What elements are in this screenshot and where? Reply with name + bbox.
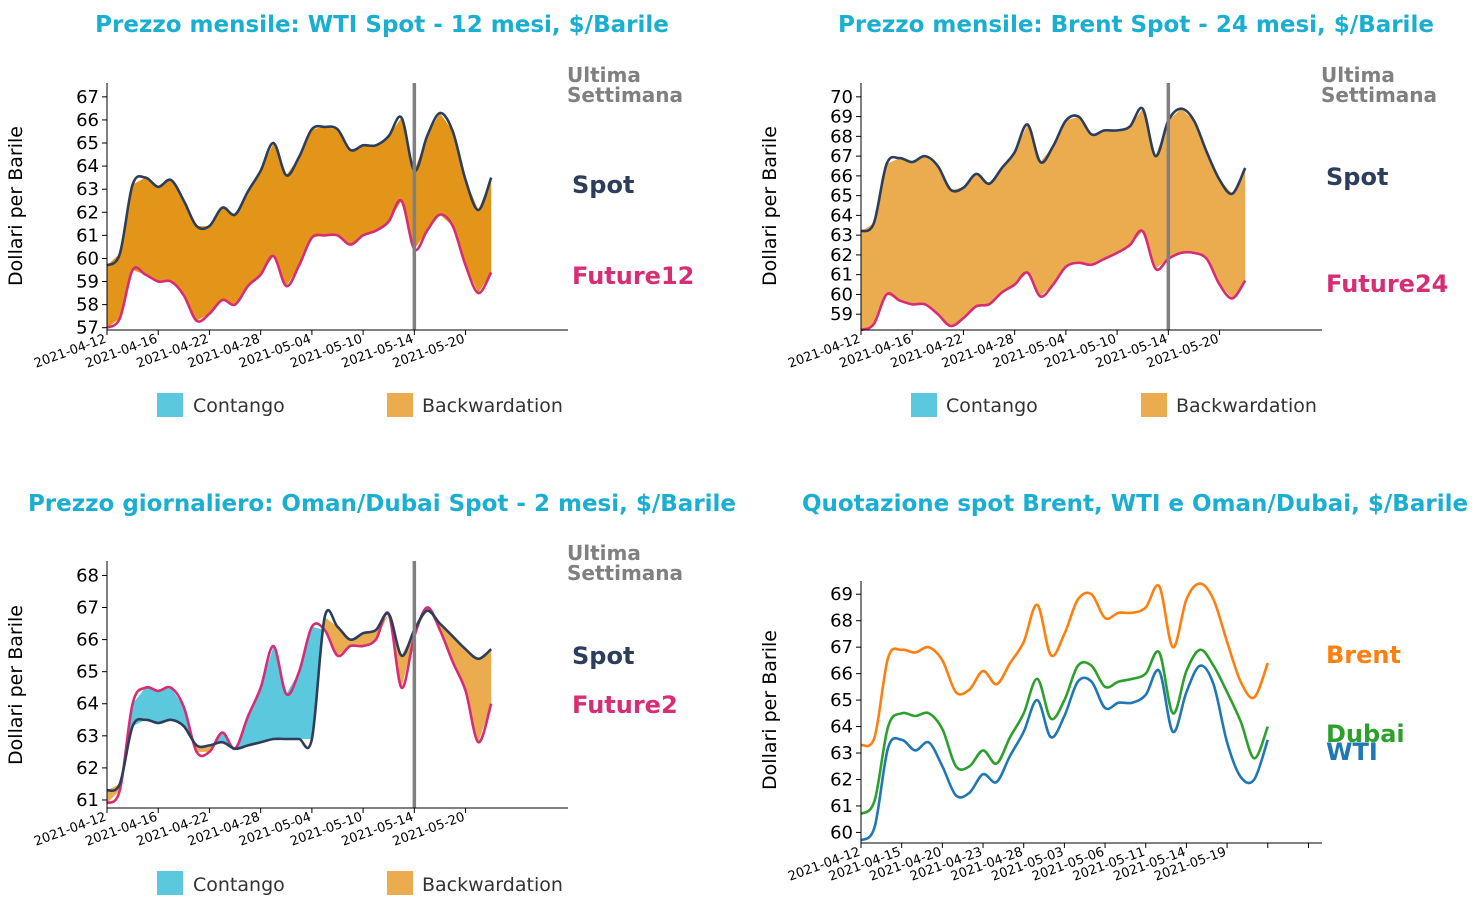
y-tick-label: 63 [76, 726, 99, 747]
y-tick-label: 60 [830, 284, 853, 305]
y-axis-label: Dollari per Barile [759, 630, 781, 790]
y-tick-label: 66 [830, 166, 853, 187]
marker-label-settimana: Settimana [567, 561, 683, 585]
y-tick-label: 62 [76, 202, 99, 223]
y-tick-label: 66 [830, 664, 853, 685]
chart-dubai: Prezzo giornaliero: Oman/Dubai Spot - 2 … [5, 491, 736, 896]
y-tick-label: 61 [76, 225, 99, 246]
legend-contango-swatch [157, 871, 183, 895]
y-tick-label: 67 [830, 637, 853, 658]
y-tick-label: 67 [76, 598, 99, 619]
y-tick-label: 64 [830, 205, 853, 226]
marker-label-ultima: Ultima [567, 541, 641, 565]
y-axis-label: Dollari per Barile [759, 126, 781, 286]
y-tick-label: 63 [830, 743, 853, 764]
chart-title: Prezzo mensile: WTI Spot - 12 mesi, $/Ba… [95, 12, 669, 38]
spot-series-line [106, 111, 493, 267]
future-series-line [106, 606, 493, 805]
backwardation-area [107, 771, 123, 804]
y-tick-label: 69 [830, 584, 853, 605]
y-tick-label: 62 [830, 245, 853, 266]
y-tick-label: 68 [830, 126, 853, 147]
brent-series-line [860, 582, 1270, 748]
y-tick-label: 63 [830, 225, 853, 246]
marker-label-settimana: Settimana [1321, 83, 1437, 107]
y-tick-label: 64 [830, 717, 853, 738]
backwardation-area [323, 613, 423, 688]
plot-area: 61626364656667682021-04-122021-04-162021… [32, 561, 568, 850]
legend-backwardation-swatch [387, 871, 413, 895]
future-series-label: Future2 [572, 691, 678, 719]
chart-title: Prezzo mensile: Brent Spot - 24 mesi, $/… [838, 12, 1434, 38]
legend-backwardation-swatch [1141, 393, 1167, 417]
contango-area [122, 687, 194, 772]
future-series-line [106, 198, 493, 329]
legend-contango-swatch [157, 393, 183, 417]
future-series-label: Future12 [572, 262, 694, 290]
y-tick-label: 60 [76, 248, 99, 269]
backwardation-area [861, 108, 1246, 330]
chart-brent: Prezzo mensile: Brent Spot - 24 mesi, $/… [759, 12, 1448, 417]
marker-label-ultima: Ultima [1321, 63, 1395, 87]
legend-contango-label: Contango [193, 874, 285, 896]
y-tick-label: 61 [830, 796, 853, 817]
y-tick-label: 60 [830, 822, 853, 843]
y-tick-label: 61 [830, 265, 853, 286]
spot-series-label: Spot [1326, 163, 1388, 191]
plot-area: 5960616263646566676869702021-04-122021-0… [786, 83, 1322, 372]
plot-area: 57585960616263646566672021-04-122021-04-… [32, 83, 568, 372]
legend-contango-label: Contango [193, 395, 285, 417]
y-tick-label: 59 [830, 304, 853, 325]
y-tick-label: 65 [830, 186, 853, 207]
y-tick-label: 65 [76, 662, 99, 683]
chart-title: Quotazione spot Brent, WTI e Oman/Dubai,… [802, 491, 1468, 517]
y-tick-label: 63 [76, 179, 99, 200]
spot-series-label: Spot [572, 642, 634, 670]
y-tick-label: 58 [76, 295, 99, 316]
chart-wti: Prezzo mensile: WTI Spot - 12 mesi, $/Ba… [5, 12, 694, 417]
wti-series-label: WTI [1326, 738, 1378, 766]
y-tick-label: 62 [76, 758, 99, 779]
y-tick-label: 69 [830, 107, 853, 128]
spot-series-line [860, 106, 1247, 233]
brent-series-label: Brent [1326, 641, 1401, 669]
y-tick-label: 62 [830, 769, 853, 790]
y-tick-label: 59 [76, 272, 99, 293]
y-tick-label: 65 [830, 690, 853, 711]
future-series-label: Future24 [1326, 270, 1448, 298]
spot-series-label: Spot [572, 171, 634, 199]
y-tick-label: 61 [76, 790, 99, 811]
legend-contango-label: Contango [946, 395, 1038, 417]
dubai-series-line [860, 648, 1270, 816]
backwardation-area [107, 113, 492, 328]
chart-title: Prezzo giornaliero: Oman/Dubai Spot - 2 … [28, 491, 736, 517]
legend-backwardation-label: Backwardation [422, 874, 563, 896]
contango-area [235, 626, 324, 749]
dubai-series-label: Dubai [1326, 720, 1405, 748]
y-tick-label: 70 [830, 87, 853, 108]
y-tick-label: 65 [76, 133, 99, 154]
y-tick-label: 67 [76, 87, 99, 108]
spot-series-line [106, 608, 493, 793]
y-tick-label: 67 [830, 146, 853, 167]
legend-backwardation-label: Backwardation [1176, 395, 1317, 417]
marker-label-settimana: Settimana [567, 83, 683, 107]
wti-series-line [860, 664, 1270, 842]
y-axis-label: Dollari per Barile [5, 126, 27, 286]
marker-label-ultima: Ultima [567, 63, 641, 87]
chart-spot-comparison: Quotazione spot Brent, WTI e Oman/Dubai,… [759, 491, 1468, 885]
y-tick-label: 66 [76, 630, 99, 651]
y-tick-label: 68 [830, 611, 853, 632]
plot-area: 606162636465666768692021-04-122021-04-15… [786, 581, 1322, 885]
future-series-line [860, 229, 1247, 332]
y-tick-label: 64 [76, 694, 99, 715]
y-tick-label: 66 [76, 110, 99, 131]
y-tick-label: 57 [76, 318, 99, 339]
y-tick-label: 68 [76, 565, 99, 586]
legend-backwardation-swatch [387, 393, 413, 417]
legend-backwardation-label: Backwardation [422, 395, 563, 417]
y-axis-label: Dollari per Barile [5, 605, 27, 765]
legend-contango-swatch [911, 393, 937, 417]
y-tick-label: 64 [76, 156, 99, 177]
